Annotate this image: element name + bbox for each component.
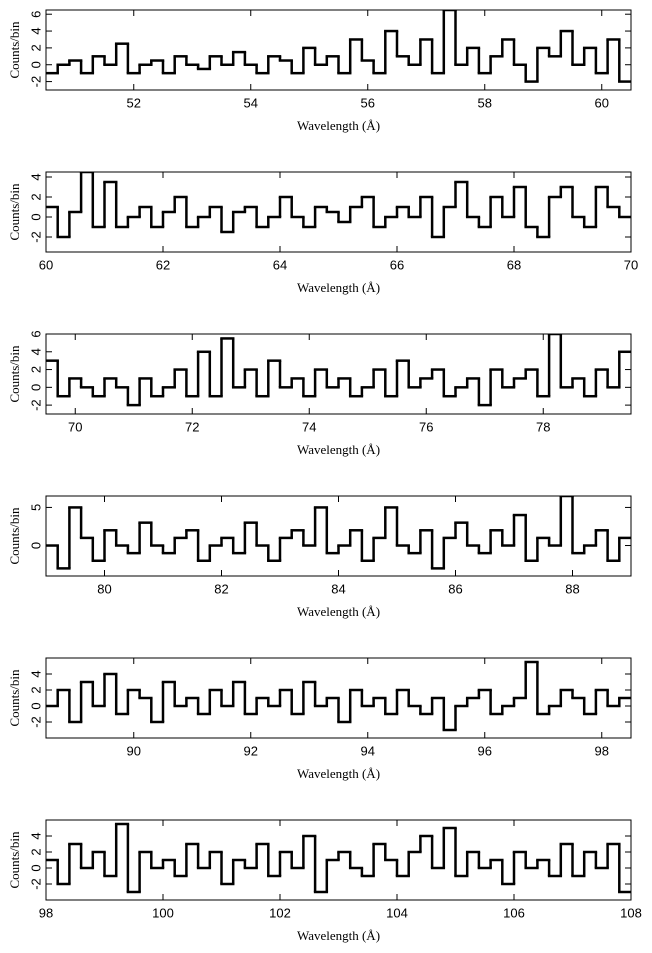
y-axis-label: Counts/bin <box>7 21 22 79</box>
x-tick-label: 78 <box>536 419 550 434</box>
x-tick-label: 60 <box>39 257 53 272</box>
x-tick-label: 90 <box>127 743 141 758</box>
y-tick-label: 4 <box>28 832 43 839</box>
x-tick-label: 62 <box>156 257 170 272</box>
x-tick-label: 80 <box>97 581 111 596</box>
panel: 80 82 84 86 88 0 5 Wavelength (Å) Counts/bin <box>7 495 632 619</box>
x-tick-label: 108 <box>620 905 642 920</box>
x-tick-label: 60 <box>595 95 609 110</box>
x-axis-label: Wavelength (Å) <box>297 604 380 619</box>
plot-area <box>46 172 631 239</box>
panel: 98 100 102 104 106 108 -2 0 2 4 Wavelength (Å) Coun… <box>7 819 642 943</box>
frame <box>45 333 632 415</box>
y-axis-label: Counts/bin <box>7 507 22 565</box>
y-tick-label: -2 <box>28 399 43 411</box>
x-tick-label: 100 <box>152 905 174 920</box>
y-tick-label: -2 <box>28 231 43 243</box>
y-tick-label: 0 <box>28 61 43 68</box>
y-tick-label: 0 <box>28 542 43 549</box>
panel: 90 92 94 96 98 -2 0 2 4 Wavelength (Å) Counts/bin <box>7 657 632 781</box>
x-axis-label: Wavelength (Å) <box>297 766 380 781</box>
x-tick-label: 82 <box>214 581 228 596</box>
y-tick-label: 4 <box>28 670 43 677</box>
plot-area <box>46 334 631 407</box>
x-tick-label: 76 <box>419 419 433 434</box>
x-tick-label: 54 <box>244 95 258 110</box>
y-tick-label: 2 <box>28 848 43 855</box>
x-tick-label: 74 <box>302 419 316 434</box>
x-tick-label: 64 <box>273 257 287 272</box>
x-tick-label: 66 <box>390 257 404 272</box>
x-tick-label: 94 <box>361 743 375 758</box>
frame <box>45 171 632 253</box>
x-tick-label: 70 <box>68 419 82 434</box>
plot-area <box>46 10 631 83</box>
plot-area <box>46 660 631 732</box>
panel: 52 54 56 58 60 -2 0 2 4 6 Wavelength (Å) Counts/bin <box>7 9 632 133</box>
x-tick-label: 72 <box>185 419 199 434</box>
x-tick-label: 56 <box>361 95 375 110</box>
x-axis-label: Wavelength (Å) <box>297 280 380 295</box>
x-tick-label: 96 <box>478 743 492 758</box>
x-axis-label: Wavelength (Å) <box>297 928 380 943</box>
y-axis-label: Counts/bin <box>7 669 22 727</box>
x-tick-label: 52 <box>127 95 141 110</box>
panel: 70 72 74 76 78 -2 0 2 4 6 Wavelength (Å) Counts/bin <box>7 330 632 457</box>
y-tick-label: -2 <box>28 878 43 890</box>
plot-area <box>46 822 631 894</box>
y-tick-label: 5 <box>28 504 43 511</box>
y-tick-label: -2 <box>28 716 43 728</box>
x-tick-label: 88 <box>565 581 579 596</box>
x-tick-label: 92 <box>244 743 258 758</box>
panel: 60 62 64 66 68 70 -2 0 2 4 Wavelength (Å) Counts/bi… <box>7 171 638 295</box>
y-tick-label: 0 <box>28 384 43 391</box>
x-axis-label: Wavelength (Å) <box>297 118 380 133</box>
y-tick-label: 4 <box>28 27 43 34</box>
x-tick-label: 84 <box>331 581 345 596</box>
y-tick-label: -2 <box>28 76 43 88</box>
x-tick-label: 98 <box>595 743 609 758</box>
x-tick-label: 106 <box>503 905 525 920</box>
y-axis-label: Counts/bin <box>7 345 22 403</box>
y-tick-label: 6 <box>28 11 43 18</box>
x-tick-label: 104 <box>386 905 408 920</box>
frame <box>45 657 632 739</box>
y-tick-label: 2 <box>28 366 43 373</box>
x-tick-label: 68 <box>507 257 521 272</box>
y-tick-label: 2 <box>28 686 43 693</box>
y-tick-label: 0 <box>28 213 43 220</box>
y-axis-label: Counts/bin <box>7 183 22 241</box>
y-tick-label: 0 <box>28 864 43 871</box>
plot-area <box>46 496 631 570</box>
y-tick-label: 4 <box>28 348 43 355</box>
x-tick-label: 98 <box>39 905 53 920</box>
x-tick-label: 102 <box>269 905 291 920</box>
y-tick-label: 4 <box>28 173 43 180</box>
x-tick-label: 70 <box>624 257 638 272</box>
x-axis-label: Wavelength (Å) <box>297 442 380 457</box>
x-tick-label: 86 <box>448 581 462 596</box>
frame <box>45 9 632 91</box>
frame <box>45 495 632 577</box>
x-tick-label: 58 <box>478 95 492 110</box>
y-tick-label: 2 <box>28 44 43 51</box>
y-tick-label: 6 <box>28 330 43 337</box>
frame <box>45 819 632 901</box>
y-tick-label: 2 <box>28 193 43 200</box>
y-axis-label: Counts/bin <box>7 831 22 889</box>
y-tick-label: 0 <box>28 702 43 709</box>
